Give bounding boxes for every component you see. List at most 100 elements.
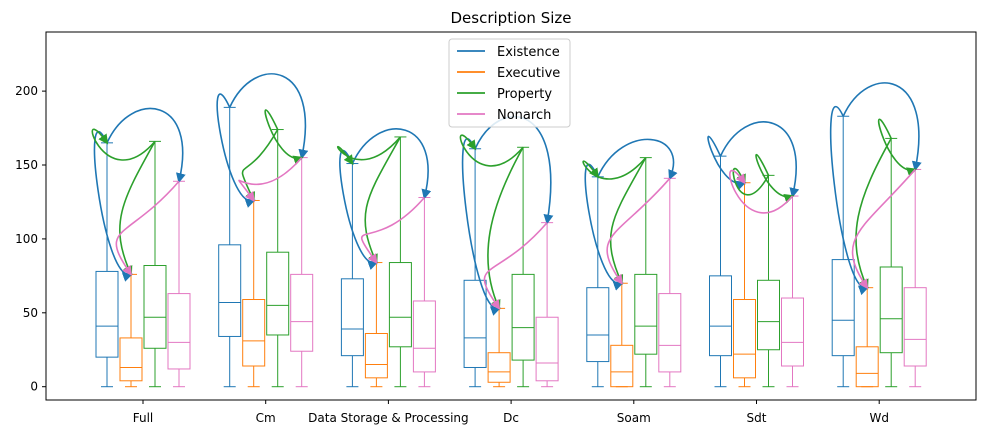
chart-title: Description Size — [451, 9, 572, 27]
box-series — [167, 157, 927, 388]
box-iqr — [463, 279, 487, 368]
box — [855, 287, 879, 388]
box — [733, 182, 756, 388]
box-iqr — [95, 270, 119, 358]
comparison-arrow — [584, 163, 624, 291]
box-iqr — [290, 273, 314, 352]
comparison-arrow — [582, 157, 647, 180]
comparison-arrow — [339, 150, 379, 270]
x-tick-label: Wd — [869, 411, 888, 425]
comparison-arrow — [609, 157, 647, 286]
box-iqr — [535, 316, 559, 382]
box — [709, 155, 732, 388]
comparison-arrow — [115, 180, 180, 277]
x-tick-label: Full — [133, 411, 154, 425]
box — [95, 142, 119, 388]
comparison-arrow — [829, 105, 870, 296]
x-axis: Full Cm Data Storage & Processing Dc Soam Sdt… — [133, 400, 889, 425]
comparison-arrow — [91, 128, 156, 161]
box-iqr — [143, 265, 167, 349]
y-tick-label: 50 — [23, 306, 38, 320]
comparison-arrow — [732, 167, 770, 196]
box — [781, 195, 804, 388]
box-iqr — [903, 287, 927, 367]
box — [388, 136, 412, 388]
x-tick-label: Dc — [503, 411, 519, 425]
box-series — [119, 182, 879, 388]
box-iqr — [266, 251, 290, 336]
comparison-arrow — [597, 138, 678, 181]
box-iqr — [487, 352, 511, 383]
comparison-arrow — [855, 138, 892, 290]
legend-label: Existence — [497, 45, 560, 60]
box — [658, 177, 682, 388]
comparison-arrow — [364, 136, 402, 265]
box — [266, 129, 290, 388]
x-tick-label: Sdt — [747, 411, 767, 425]
x-tick-label: Soam — [617, 411, 651, 425]
box — [364, 262, 388, 388]
comparison-arrow — [606, 177, 671, 285]
comparison-arrow — [729, 169, 794, 214]
box — [831, 115, 855, 388]
box — [879, 137, 903, 388]
comparison-arrow — [106, 107, 186, 184]
box-iqr — [709, 275, 732, 357]
box — [412, 197, 436, 388]
box-iqr — [733, 299, 756, 379]
y-tick-label: 0 — [30, 380, 38, 394]
arrow-group — [91, 73, 922, 316]
comparison-arrow — [487, 146, 524, 311]
comparison-arrow — [842, 82, 922, 172]
box-iqr — [831, 259, 855, 357]
box-iqr — [119, 337, 143, 382]
box-series — [95, 106, 855, 388]
comparison-arrow — [228, 73, 309, 160]
box-iqr — [388, 262, 412, 348]
box-series-group — [95, 106, 927, 388]
box-iqr — [610, 344, 634, 388]
legend-frame — [448, 38, 571, 128]
comparison-arrow — [119, 140, 156, 277]
box — [290, 157, 314, 388]
legend-label: Nonarch — [497, 108, 551, 123]
y-tick-label: 150 — [15, 158, 38, 172]
box — [143, 140, 167, 388]
comparison-arrow — [336, 136, 402, 166]
legend: Existence Executive Property Nonarch — [448, 38, 571, 128]
box — [903, 168, 927, 388]
box — [242, 199, 266, 388]
box-iqr — [855, 346, 879, 388]
comparison-arrow — [877, 118, 918, 177]
box — [634, 157, 658, 388]
comparison-arrow — [241, 129, 279, 203]
comparison-arrow — [238, 157, 303, 203]
comparison-arrow — [474, 115, 554, 225]
box — [340, 163, 364, 388]
box-series — [143, 129, 903, 388]
comparison-arrow — [93, 131, 133, 282]
box — [167, 180, 191, 388]
comparison-arrow — [851, 168, 916, 290]
box — [535, 222, 559, 388]
box — [463, 148, 487, 388]
box-iqr — [781, 297, 804, 367]
box — [610, 282, 634, 388]
comparison-arrow — [216, 93, 256, 208]
box-iqr — [167, 293, 191, 370]
legend-label: Property — [497, 87, 552, 102]
box-iqr — [218, 244, 242, 337]
x-tick-label: Cm — [256, 411, 276, 425]
y-tick-label: 200 — [15, 84, 38, 98]
box — [757, 174, 780, 388]
box-iqr — [757, 279, 780, 351]
box-iqr — [340, 278, 364, 357]
legend-label: Executive — [497, 66, 560, 81]
box — [119, 273, 143, 388]
box-iqr — [879, 266, 903, 354]
comparison-arrow — [459, 134, 524, 167]
box — [487, 307, 511, 388]
box-iqr — [634, 273, 658, 355]
box-iqr — [658, 293, 682, 373]
